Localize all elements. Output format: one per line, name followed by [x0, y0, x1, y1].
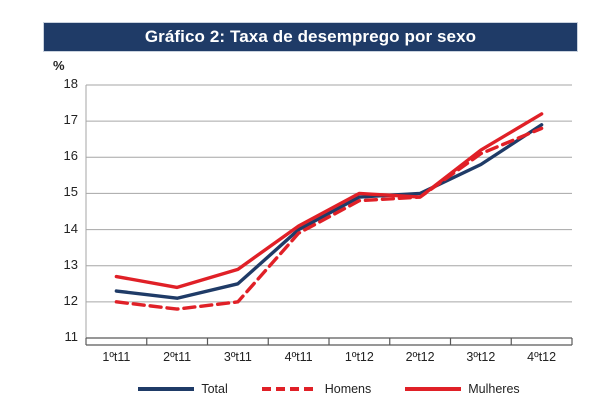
- legend-label: Total: [201, 382, 228, 396]
- y-tick-label: 15: [63, 184, 78, 200]
- chart-legend: Total Homens Mulheres: [86, 378, 572, 400]
- legend-swatch-icon: [405, 387, 462, 391]
- series-line-homens: [114, 126, 544, 311]
- legend-entry-mulheres[interactable]: Mulheres: [405, 382, 520, 396]
- x-tick-label: 1ºt12: [344, 350, 374, 364]
- x-tick-label: 2ºt12: [405, 350, 435, 364]
- y-tick-label: 17: [63, 112, 78, 128]
- legend-entry-homens[interactable]: Homens: [261, 382, 372, 396]
- series-line-total: [114, 123, 544, 300]
- x-tick-marks: [146, 338, 512, 345]
- legend-label: Homens: [324, 382, 372, 396]
- x-tick-label: 4ºt11: [284, 350, 313, 364]
- y-tick-label: 11: [64, 329, 79, 344]
- legend-entry-total[interactable]: Total: [138, 382, 228, 396]
- y-tick-label: 16: [63, 148, 78, 164]
- y-tick-label: 13: [63, 256, 78, 272]
- legend-swatch-icon: [261, 387, 318, 391]
- x-tick-label: 3ºt11: [223, 350, 252, 364]
- gridlines: [86, 84, 572, 303]
- series-line-mulheres: [114, 112, 544, 290]
- x-tick-label: 1ºt11: [102, 350, 131, 364]
- data-series-group: [114, 112, 544, 311]
- page-title: Gráfico 2: Taxa de desemprego por sexo: [144, 27, 477, 46]
- y-axis-unit-label: %: [53, 58, 65, 73]
- x-tick-label: 3ºt12: [466, 350, 496, 364]
- x-tick-label: 2ºt11: [163, 350, 192, 364]
- legend-swatch-icon: [138, 387, 195, 391]
- chart-title-banner: Gráfico 2: Taxa de desemprego por sexo: [43, 22, 578, 52]
- y-tick-label: 18: [63, 76, 78, 91]
- x-tick-label: 4ºt12: [527, 350, 557, 364]
- legend-label: Mulheres: [468, 382, 520, 396]
- y-tick-label: 14: [63, 220, 78, 236]
- y-tick-label: 12: [63, 292, 78, 308]
